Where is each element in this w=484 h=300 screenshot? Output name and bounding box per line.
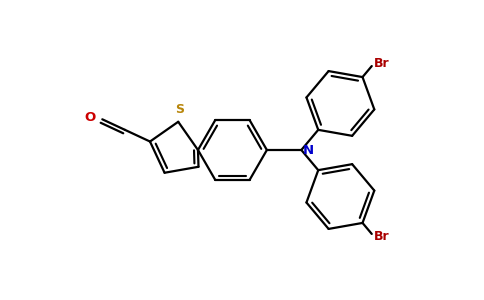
- Text: S: S: [175, 103, 184, 116]
- Text: Br: Br: [374, 57, 390, 70]
- Text: N: N: [303, 143, 315, 157]
- Text: Br: Br: [374, 230, 390, 243]
- Text: O: O: [84, 111, 95, 124]
